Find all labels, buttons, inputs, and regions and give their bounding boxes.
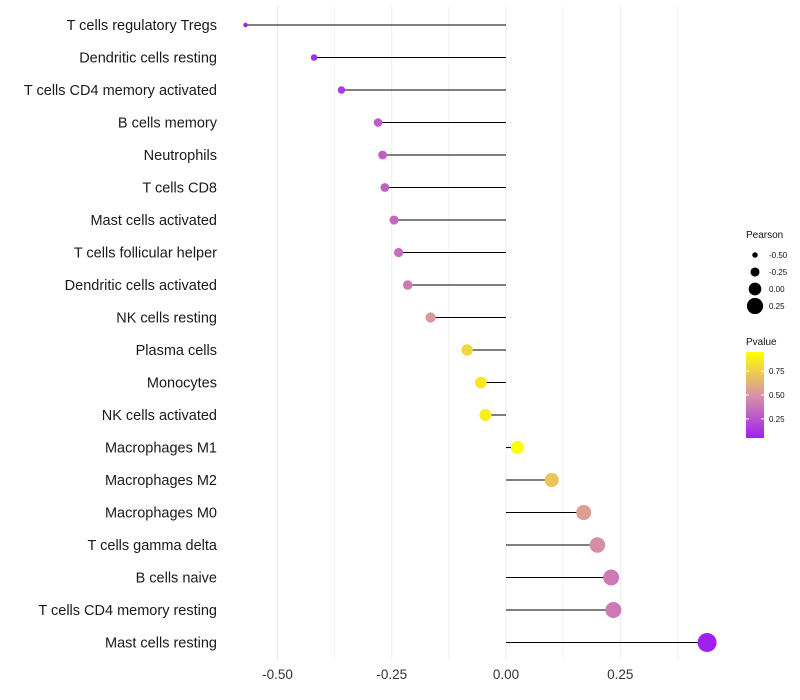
- category-label: Macrophages M1: [105, 441, 217, 457]
- legend-pearson: Pearson -0.50 -0.25 0.00 0.25: [746, 230, 788, 315]
- category-label: Mast cells activated: [90, 213, 217, 229]
- x-tick-label: 0.00: [493, 667, 519, 682]
- category-label-layer: T cells regulatory Tregs Dendritic cells …: [24, 18, 218, 652]
- category-label: T cells CD4 memory resting: [38, 603, 217, 619]
- legend-pvalue-title: Pvalue: [746, 337, 777, 348]
- category-label: Monocytes: [147, 376, 217, 392]
- category-label: T cells regulatory Tregs: [67, 18, 217, 34]
- data-point: [589, 537, 606, 553]
- legend-size-label: -0.50: [769, 251, 788, 260]
- x-tick-label: -0.50: [262, 667, 293, 682]
- legend-size-key: [748, 282, 762, 296]
- x-tick-label-layer: -0.50 -0.25 0.00 0.25: [262, 667, 633, 682]
- category-label: Plasma cells: [136, 343, 217, 359]
- legend-size-key: [752, 252, 758, 258]
- category-label: T cells CD8: [142, 181, 217, 197]
- category-label: T cells CD4 memory activated: [24, 83, 217, 99]
- legend-pearson-title: Pearson: [746, 230, 783, 241]
- data-point: [697, 633, 717, 652]
- legend-pvalue: Pvalue 0.25 0.50 0.75: [746, 337, 785, 438]
- legend-pvalue-label: 0.75: [769, 367, 785, 376]
- grid-layer: [277, 6, 678, 660]
- data-point: [310, 54, 318, 61]
- data-point: [389, 215, 399, 225]
- category-label: T cells gamma delta: [88, 538, 218, 554]
- category-label: Dendritic cells activated: [65, 278, 217, 294]
- legend-size-label: 0.00: [769, 285, 785, 294]
- legend-size-label: 0.25: [769, 302, 785, 311]
- category-label: Dendritic cells resting: [79, 51, 217, 67]
- x-tick-label: -0.25: [376, 667, 407, 682]
- category-label: Macrophages M2: [105, 473, 217, 489]
- data-point: [243, 22, 248, 28]
- category-label: Neutrophils: [144, 148, 217, 164]
- data-point: [461, 344, 473, 356]
- category-label: B cells memory: [118, 116, 218, 132]
- category-label: B cells naive: [136, 571, 217, 587]
- data-point: [373, 118, 383, 127]
- legend-pvalue-label: 0.50: [769, 391, 785, 400]
- category-label: Macrophages M0: [105, 506, 217, 522]
- data-point: [510, 441, 524, 454]
- data-point: [402, 280, 413, 290]
- data-point: [380, 183, 390, 192]
- legend-size-key: [750, 267, 760, 277]
- data-point: [576, 504, 592, 521]
- data-point: [544, 472, 559, 488]
- data-point: [474, 376, 487, 389]
- category-label: Mast cells resting: [105, 636, 217, 652]
- data-point: [479, 409, 492, 421]
- data-point: [378, 150, 387, 160]
- data-point: [425, 312, 436, 323]
- data-point: [605, 601, 622, 619]
- point-layer: [243, 22, 717, 652]
- legend-pvalue-label: 0.25: [769, 415, 785, 424]
- data-point: [393, 247, 404, 258]
- pvalue-colorbar: [746, 352, 764, 438]
- category-label: NK cells activated: [102, 408, 217, 424]
- data-point: [337, 86, 346, 94]
- data-point: [603, 569, 620, 586]
- category-label: NK cells resting: [116, 311, 217, 327]
- category-label: T cells follicular helper: [74, 246, 217, 262]
- x-tick-label: 0.25: [607, 667, 633, 682]
- legend-size-label: -0.25: [769, 268, 788, 277]
- legend-size-key: [746, 297, 764, 315]
- segment-layer: [245, 24, 708, 644]
